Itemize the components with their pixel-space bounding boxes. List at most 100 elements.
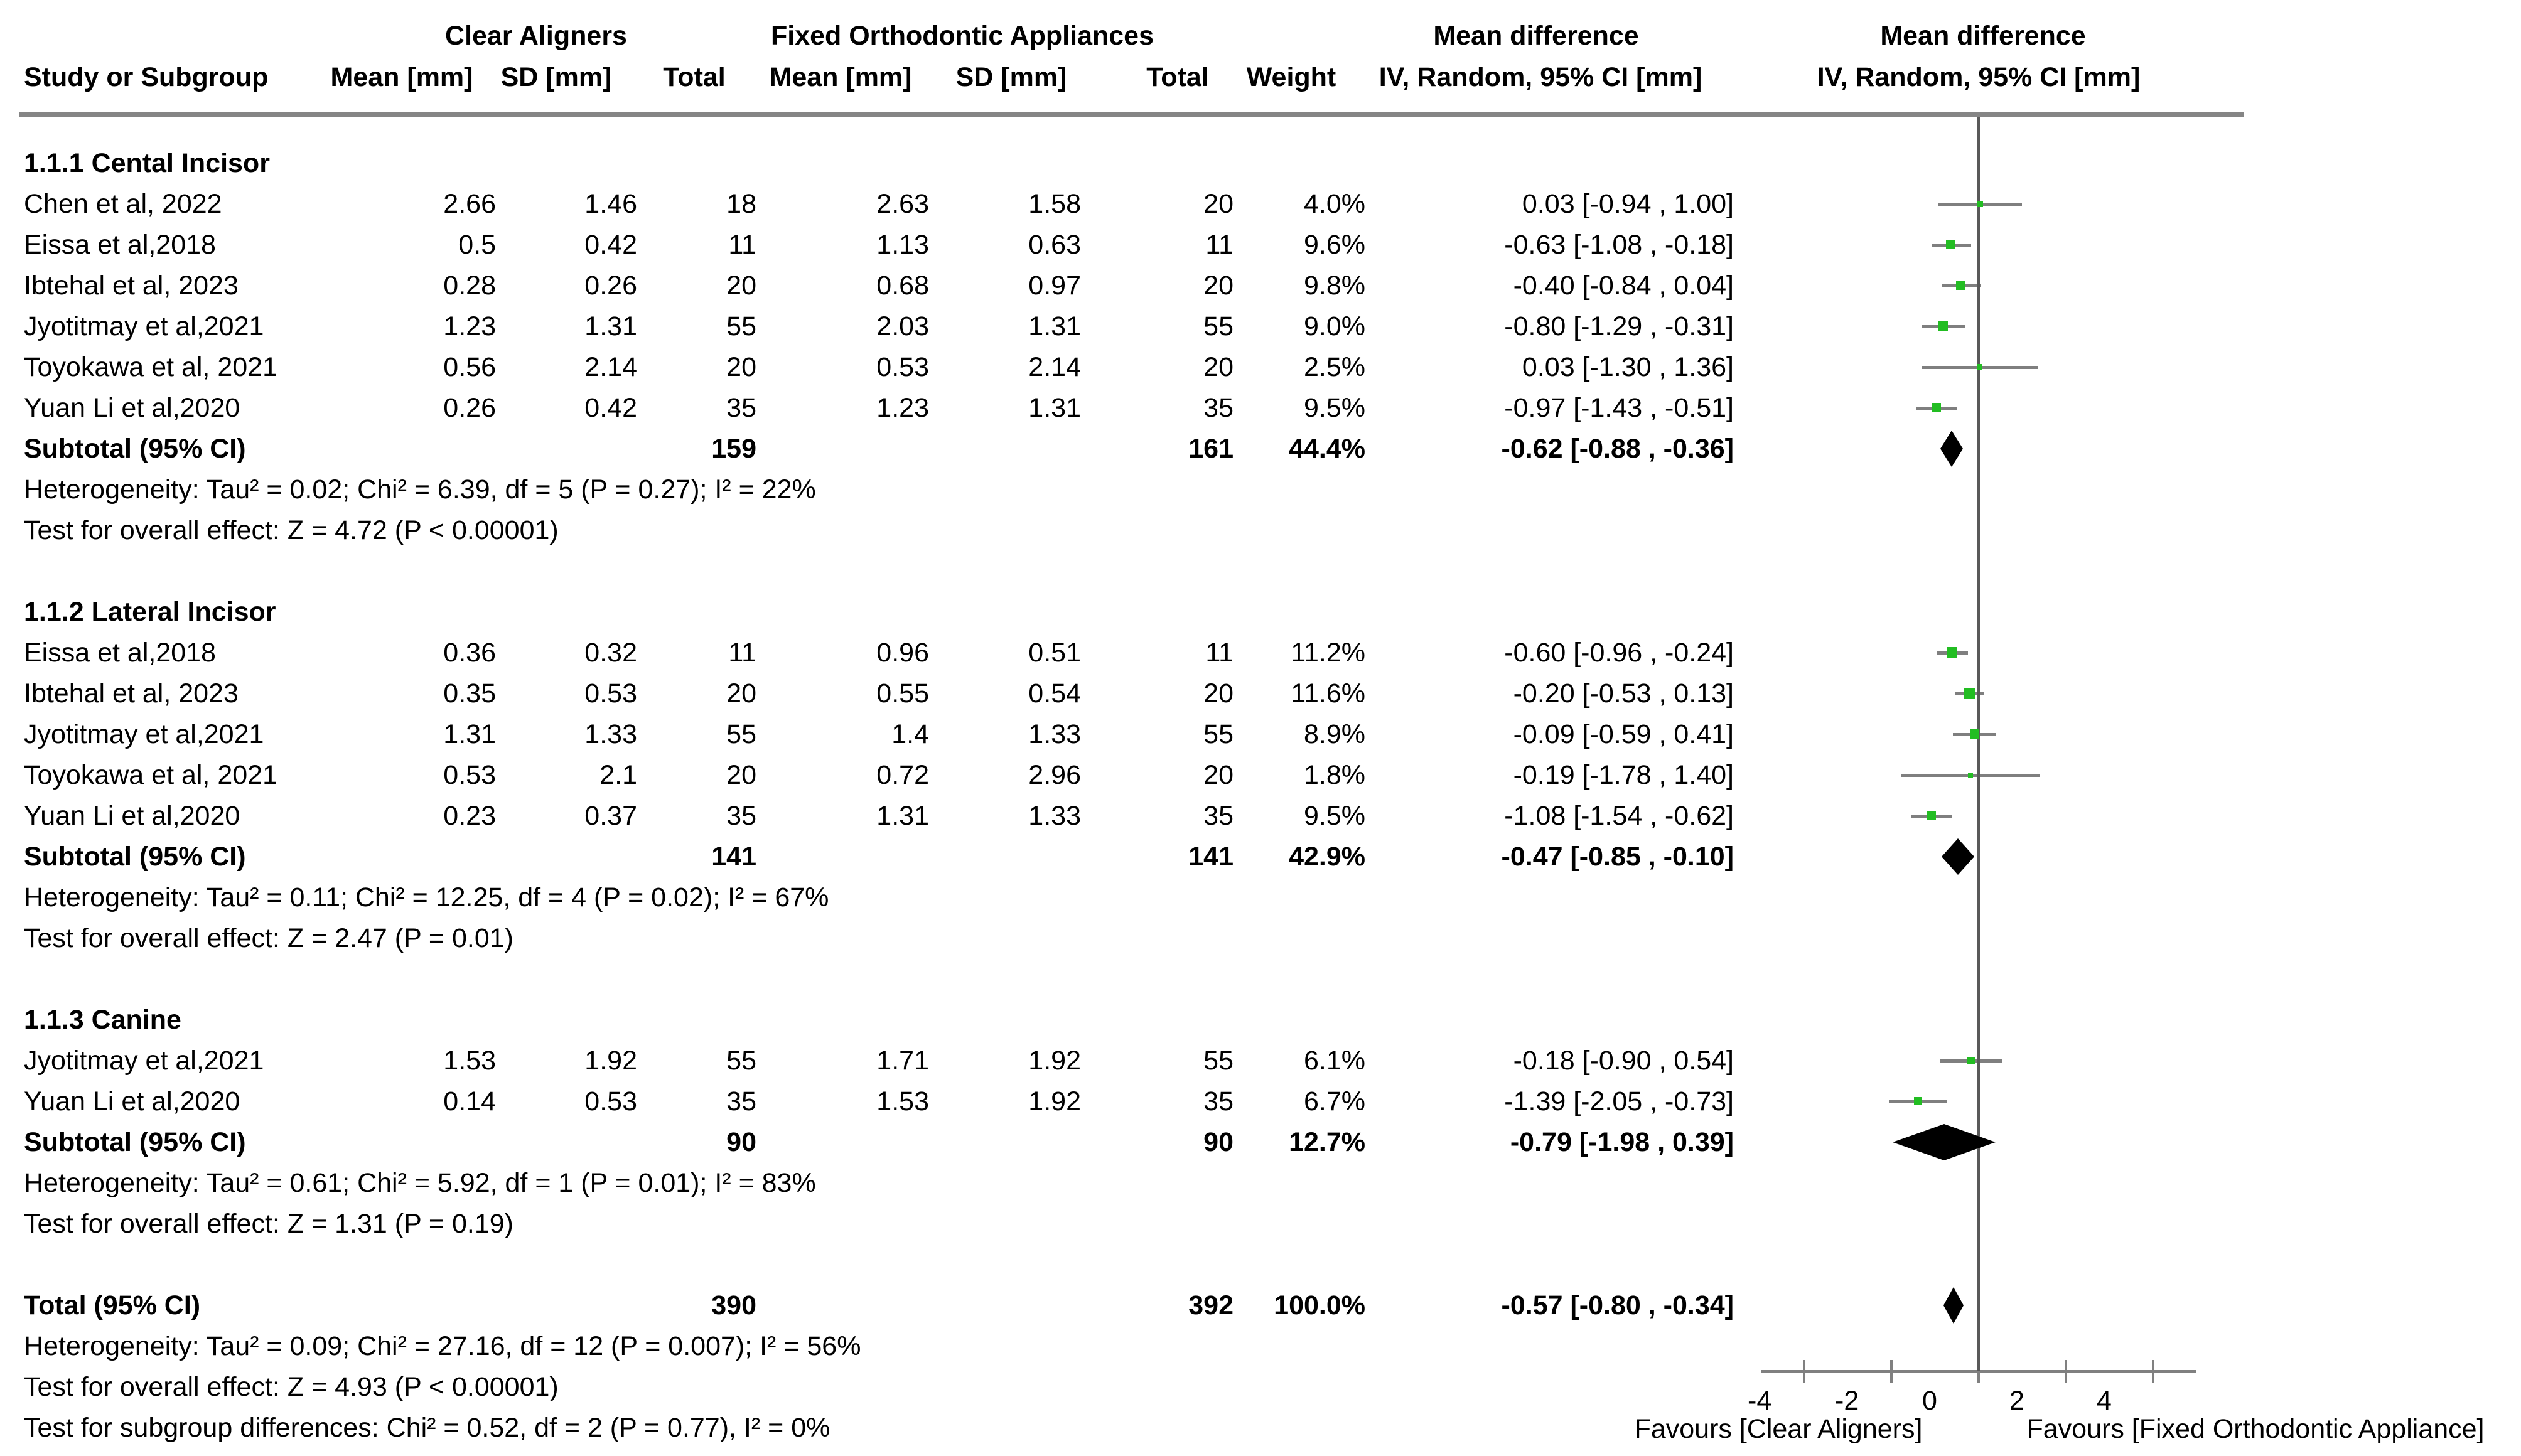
study-mean1: 1.23 — [443, 311, 496, 341]
favours-right-label: Favours [Fixed Orthodontic Appliance] — [2026, 1414, 2485, 1444]
effect-point-square — [1968, 773, 1973, 778]
subgroup-title: 1.1.1 Cental Incisor — [24, 148, 270, 178]
column-header-ci-plot: IV, Random, 95% CI [mm] — [1817, 62, 2141, 92]
study-sd1: 0.53 — [584, 1086, 637, 1116]
study-weight: 4.0% — [1303, 189, 1365, 219]
study-total1: 20 — [726, 760, 756, 790]
effect-point-square — [1956, 281, 1965, 290]
study-row-label: Ibtehal et al, 2023 — [24, 678, 239, 709]
study-sd1: 0.42 — [584, 230, 637, 260]
axis-tick — [2065, 1360, 2067, 1383]
study-sd2: 1.33 — [1028, 801, 1081, 831]
study-mean2: 1.13 — [876, 230, 929, 260]
subgroup-title: 1.1.2 Lateral Incisor — [24, 597, 276, 627]
effect-point-square — [1970, 729, 1979, 739]
study-mean2: 1.53 — [876, 1086, 929, 1116]
study-row-label: Chen et al, 2022 — [24, 189, 222, 219]
study-row-label: Yuan Li et al,2020 — [24, 393, 240, 423]
study-sd2: 1.58 — [1028, 189, 1081, 219]
study-mean1: 0.56 — [443, 352, 496, 382]
study-total2: 20 — [1203, 189, 1234, 219]
study-mean2: 1.23 — [876, 393, 929, 423]
heterogeneity-note: Heterogeneity: Tau² = 0.61; Chi² = 5.92,… — [24, 1168, 816, 1198]
pooled-ci-text: -0.79 [-1.98 , 0.39] — [1510, 1127, 1734, 1157]
study-weight: 11.2% — [1291, 638, 1365, 668]
study-mean1: 0.14 — [443, 1086, 496, 1116]
study-weight: 8.9% — [1303, 719, 1365, 749]
study-total1: 20 — [726, 270, 756, 301]
study-row-label: Eissa et al,2018 — [24, 230, 216, 260]
pooled-weight: 100.0% — [1274, 1290, 1365, 1320]
total-overall-effect-note: Test for overall effect: Z = 4.93 (P < 0… — [24, 1372, 559, 1402]
study-sd1: 0.26 — [584, 270, 637, 301]
subtotal-row-label: Subtotal (95% CI) — [24, 842, 246, 872]
study-ci-text: 0.03 [-1.30 , 1.36] — [1522, 352, 1734, 382]
study-sd2: 2.96 — [1028, 760, 1081, 790]
total-row-label: Total (95% CI) — [24, 1290, 201, 1320]
study-row-label: Jyotitmay et al,2021 — [24, 1046, 264, 1076]
study-total1: 55 — [726, 1046, 756, 1076]
study-sd2: 0.54 — [1028, 678, 1081, 709]
column-header-total1: Total — [663, 62, 726, 92]
study-total1: 11 — [728, 638, 756, 668]
column-header-mean-difference-left: Mean difference — [1433, 21, 1639, 51]
study-mean2: 0.53 — [876, 352, 929, 382]
study-sd2: 1.31 — [1028, 311, 1081, 341]
study-total1: 20 — [726, 352, 756, 382]
study-weight: 1.8% — [1303, 760, 1365, 790]
study-sd1: 2.1 — [599, 760, 637, 790]
subgroup-title: 1.1.3 Canine — [24, 1005, 181, 1035]
heterogeneity-note: Heterogeneity: Tau² = 0.02; Chi² = 6.39,… — [24, 474, 816, 505]
study-ci-text: -0.80 [-1.29 , -0.31] — [1504, 311, 1734, 341]
subtotal-row-label: Subtotal (95% CI) — [24, 1127, 246, 1157]
overall-effect-note: Test for overall effect: Z = 4.72 (P < 0… — [24, 515, 559, 545]
column-header-ci-text: IV, Random, 95% CI [mm] — [1379, 62, 1702, 92]
study-mean1: 2.66 — [443, 189, 496, 219]
study-sd2: 2.14 — [1028, 352, 1081, 382]
column-header-mean-difference-right: Mean difference — [1880, 21, 2086, 51]
study-total2: 35 — [1203, 393, 1234, 423]
pooled-ci-text: -0.47 [-0.85 , -0.10] — [1501, 842, 1734, 872]
study-total2: 55 — [1203, 1046, 1234, 1076]
study-row-label: Jyotitmay et al,2021 — [24, 719, 264, 749]
pooled-weight: 44.4% — [1289, 434, 1365, 464]
subtotal-diamond — [1940, 431, 1963, 467]
study-sd2: 0.97 — [1028, 270, 1081, 301]
study-weight: 9.5% — [1303, 801, 1365, 831]
study-ci-text: -0.60 [-0.96 , -0.24] — [1504, 638, 1734, 668]
study-mean2: 2.63 — [876, 189, 929, 219]
study-sd2: 0.51 — [1028, 638, 1081, 668]
study-total1: 55 — [726, 719, 756, 749]
column-header-mean1: Mean [mm] — [330, 62, 473, 92]
overall-effect-note: Test for overall effect: Z = 1.31 (P = 0… — [24, 1209, 513, 1239]
zero-reference-line — [1977, 117, 1980, 1371]
header-rule — [19, 112, 2244, 117]
group-header-clear-aligners: Clear Aligners — [445, 21, 627, 51]
subtotal-diamond — [1893, 1124, 1996, 1160]
pooled-ci-text: -0.57 [-0.80 , -0.34] — [1501, 1290, 1734, 1320]
column-header-weight: Weight — [1246, 62, 1336, 92]
effect-point-square — [1914, 1097, 1922, 1105]
pooled-total1: 390 — [711, 1290, 756, 1320]
study-weight: 2.5% — [1303, 352, 1365, 382]
study-row-label: Yuan Li et al,2020 — [24, 801, 240, 831]
axis-tick-label: -4 — [1748, 1386, 1772, 1416]
axis-tick-label: 0 — [1922, 1386, 1937, 1416]
study-sd1: 1.46 — [584, 189, 637, 219]
study-ci-text: -1.08 [-1.54 , -0.62] — [1504, 801, 1734, 831]
study-sd2: 1.92 — [1028, 1086, 1081, 1116]
study-total2: 55 — [1203, 311, 1234, 341]
study-total2: 55 — [1203, 719, 1234, 749]
axis-tick-label: -2 — [1835, 1386, 1859, 1416]
study-mean1: 0.23 — [443, 801, 496, 831]
study-mean2: 0.72 — [876, 760, 929, 790]
study-ci-text: -0.40 [-0.84 , 0.04] — [1513, 270, 1734, 301]
study-ci-text: -0.18 [-0.90 , 0.54] — [1513, 1046, 1734, 1076]
axis-tick — [1890, 1360, 1893, 1383]
study-mean1: 0.35 — [443, 678, 496, 709]
study-ci-text: -0.19 [-1.78 , 1.40] — [1513, 760, 1734, 790]
axis-tick-label: 4 — [2097, 1386, 2112, 1416]
study-ci-text: 0.03 [-0.94 , 1.00] — [1522, 189, 1734, 219]
study-ci-text: -0.97 [-1.43 , -0.51] — [1504, 393, 1734, 423]
axis-tick — [2152, 1360, 2154, 1383]
